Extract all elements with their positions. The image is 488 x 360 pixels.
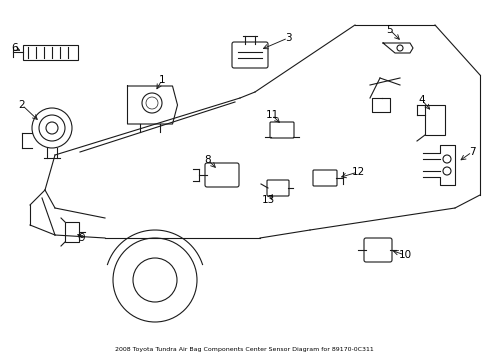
Text: 13: 13 [261,195,274,205]
Text: 7: 7 [468,147,474,157]
Text: 8: 8 [204,155,211,165]
Text: 12: 12 [351,167,364,177]
Text: 9: 9 [79,233,85,243]
Text: 10: 10 [398,250,411,260]
Text: 6: 6 [12,43,18,53]
Text: 1: 1 [159,75,165,85]
Text: 3: 3 [284,33,291,43]
Text: 11: 11 [265,110,278,120]
Bar [65,222,79,242]
Text: 2008 Toyota Tundra Air Bag Components Center Sensor Diagram for 89170-0C311: 2008 Toyota Tundra Air Bag Components Ce… [114,347,373,352]
Text: 2: 2 [19,100,25,110]
Text: 4: 4 [418,95,425,105]
Bar [22,45,77,59]
Text: 5: 5 [386,25,392,35]
Bar [424,105,444,135]
